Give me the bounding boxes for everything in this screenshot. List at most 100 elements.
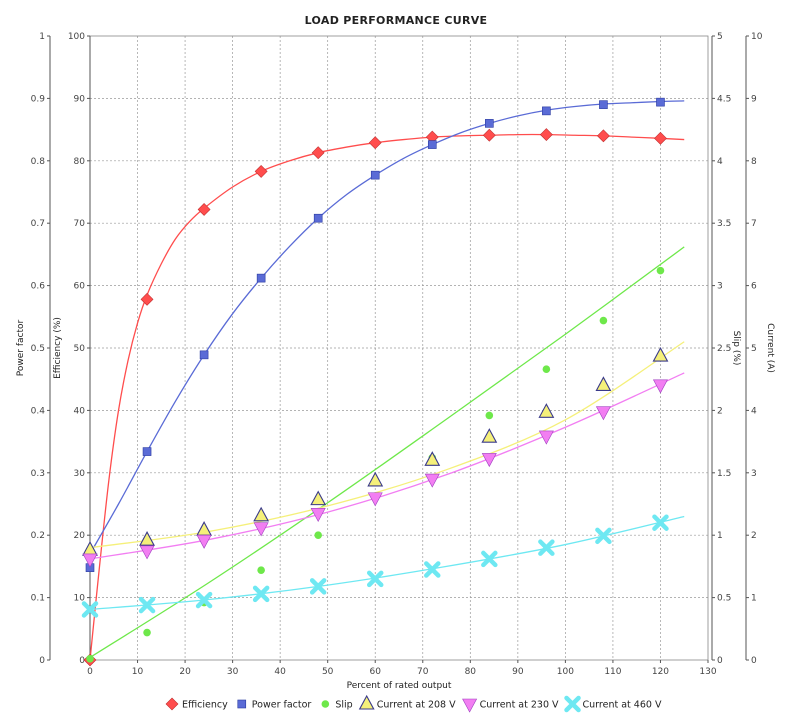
x-tick-label: 90: [512, 667, 524, 677]
current-at-460-v-point: [481, 550, 498, 568]
current-at-230-v-point: [367, 492, 383, 507]
series-current-at-460-v: [81, 514, 685, 618]
power-factor-point: [256, 273, 266, 283]
x-tick-label: 60: [370, 667, 382, 677]
legend-marker-power-factor: [237, 699, 247, 709]
efficiency-point: [368, 136, 382, 150]
slip-tick-label: 0.5: [717, 594, 731, 604]
current-at-208-v-point: [310, 490, 327, 506]
current-at-208-v-point: [139, 531, 155, 546]
legend: Efficiency Power factor Slip Current at 208…: [165, 694, 662, 713]
legend-label: Current at 460 V: [583, 700, 662, 711]
legend-item-current-at-230-v: Current at 230 V: [462, 698, 559, 713]
power-factor-point: [542, 106, 551, 116]
current-at-230-v-point: [139, 545, 155, 560]
legend-item-slip: Slip: [321, 700, 353, 711]
current-at-460-v-point: [81, 601, 99, 618]
slip-tick-label: 5: [717, 32, 723, 42]
efficiency-point: [654, 131, 667, 145]
legend-marker-efficiency: [165, 697, 179, 711]
current-at-208-v-point: [481, 428, 498, 443]
power-factor-curve: [89, 100, 685, 555]
efficiency-curve: [89, 133, 685, 661]
power-factor-point: [199, 350, 209, 360]
x-tick-label: 30: [227, 667, 239, 677]
slip-tick-label: 0: [717, 656, 723, 666]
power-factor-tick-label: 0: [39, 656, 45, 666]
efficiency-tick-label: 10: [74, 594, 86, 604]
power-factor-tick-label: 0.3: [31, 469, 45, 479]
slip-point: [86, 654, 94, 663]
current-at-460-v-point: [309, 578, 327, 595]
efficiency-tick-label: 0: [79, 656, 85, 666]
current-tick-label: 0: [751, 656, 757, 666]
current-at-460-v-point: [538, 539, 555, 556]
current-at-230-v-point: [538, 430, 554, 445]
power-factor-point: [485, 119, 494, 128]
current-at-230-v-point: [196, 534, 212, 549]
current-tick-label: 10: [751, 32, 763, 42]
efficiency-tick-label: 70: [74, 219, 86, 229]
power-factor-tick-label: 0.4: [31, 406, 46, 416]
power-factor-point: [142, 447, 152, 456]
power-factor-point: [370, 170, 380, 180]
power-factor-axis-label: Power factor: [16, 319, 26, 376]
slip-tick-label: 1: [717, 531, 723, 541]
current-at-460-v-point: [424, 561, 441, 578]
legend-marker-slip: [321, 700, 330, 708]
power-factor-tick-label: 0.6: [31, 282, 46, 292]
current-at-460-v-point: [252, 585, 270, 603]
legend-item-power-factor: Power factor: [237, 699, 312, 711]
power-factor-tick-label: 0.8: [31, 157, 46, 167]
current-tick-label: 2: [751, 531, 757, 541]
current-at-460-v-point: [595, 527, 612, 545]
efficiency-axis-label: Efficiency (%): [53, 317, 63, 379]
current-at-208-v-point: [253, 506, 270, 522]
power-factor-point: [599, 100, 608, 109]
slip-point: [542, 365, 551, 374]
slip-curve: [89, 246, 685, 659]
efficiency-tick-label: 50: [74, 344, 86, 354]
x-tick-label: 110: [604, 667, 621, 677]
power-factor-tick-label: 1: [39, 32, 45, 42]
power-factor-tick-label: 0.5: [31, 344, 45, 354]
slip-tick-label: 3: [717, 282, 723, 292]
series-power-factor: [85, 97, 685, 572]
x-tick-label: 100: [557, 667, 574, 677]
legend-label: Power factor: [252, 700, 312, 711]
current-at-230-v-point: [424, 473, 440, 488]
current-tick-label: 7: [751, 219, 757, 229]
power-factor-tick-label: 0.9: [31, 94, 46, 104]
efficiency-tick-label: 80: [74, 157, 86, 167]
efficiency-tick-label: 60: [74, 282, 86, 292]
legend-label: Current at 230 V: [480, 700, 559, 711]
x-tick-label: 10: [132, 667, 144, 677]
efficiency-tick-label: 100: [68, 32, 85, 42]
efficiency-point: [140, 292, 154, 306]
legend-marker-current-at-230-v: [462, 698, 478, 713]
slip-point: [599, 316, 608, 325]
current-at-208-v-point: [367, 471, 384, 487]
slip-point: [143, 628, 151, 637]
legend-label: Current at 208 V: [377, 700, 456, 711]
slip-point: [656, 266, 665, 275]
current-axis-label: Current (A): [765, 323, 775, 373]
current-tick-label: 9: [751, 94, 757, 104]
efficiency-point: [197, 203, 211, 216]
series-current-at-208-v: [82, 341, 685, 556]
x-tick-label: 40: [274, 667, 286, 677]
series-current-at-230-v: [82, 372, 685, 568]
efficiency-point: [539, 128, 553, 142]
current-at-230-v-point: [481, 453, 497, 468]
legend-label: Efficiency: [182, 700, 228, 711]
power-factor-tick-label: 0.1: [31, 594, 45, 604]
current-tick-label: 1: [751, 594, 757, 604]
legend-marker-current-at-460-v: [564, 695, 581, 713]
current-at-230-v-point: [652, 379, 668, 394]
efficiency-point: [596, 129, 610, 143]
power-factor-tick-label: 0.7: [31, 219, 45, 229]
slip-tick-label: 2.5: [717, 344, 731, 354]
power-factor-point: [427, 140, 437, 149]
legend-item-current-at-460-v: Current at 460 V: [564, 695, 662, 713]
